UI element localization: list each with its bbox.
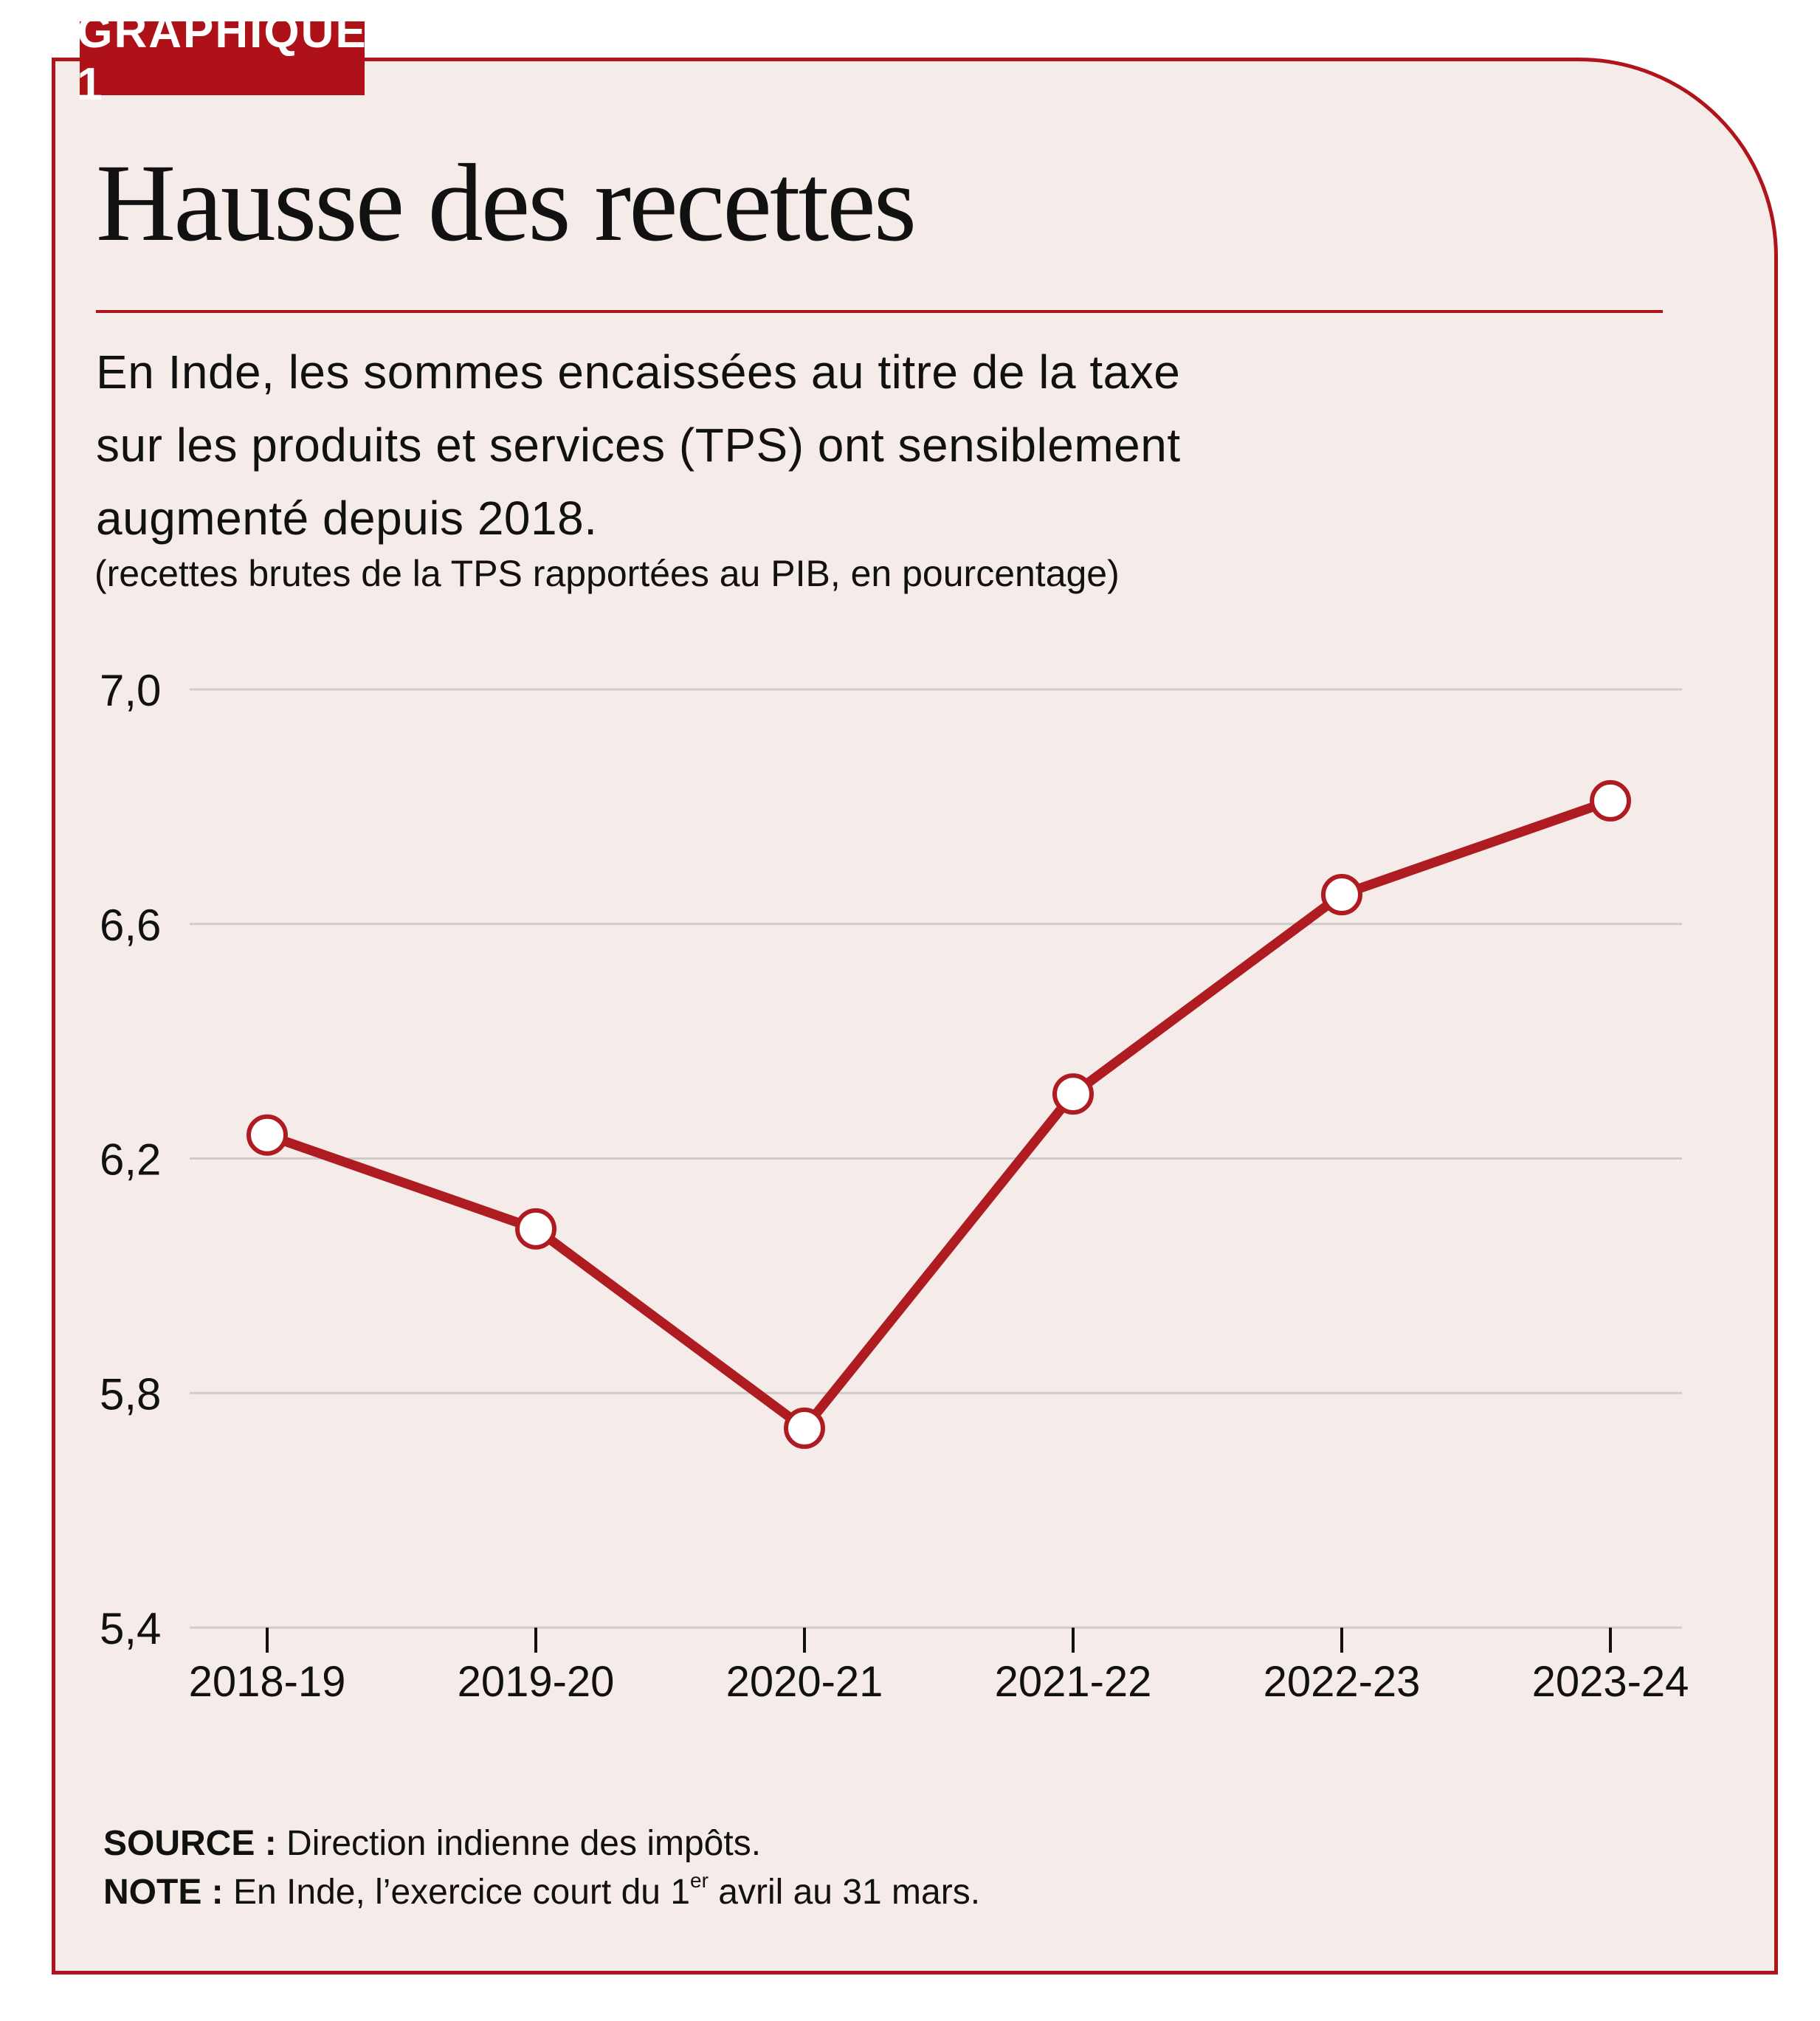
note-text: En Inde, l’exercice court du 1 bbox=[233, 1873, 691, 1912]
x-axis: 2018-19 2019-20 2020-21 2021-22 2022-23 2023-… bbox=[189, 1628, 1689, 1706]
x-tick-label: 2021-22 bbox=[995, 1658, 1152, 1706]
unit-note: (recettes brutes de la TPS rapportées au… bbox=[94, 553, 1120, 594]
data-point-marker bbox=[784, 1407, 825, 1449]
x-tick-label: 2019-20 bbox=[458, 1658, 615, 1706]
data-series bbox=[247, 779, 1631, 1449]
series-line bbox=[265, 796, 1613, 1433]
y-tick-label: 7,0 bbox=[100, 666, 161, 715]
data-point-marker bbox=[515, 1208, 556, 1250]
source-line: SOURCE : Direction indienne des impôts. bbox=[103, 1819, 980, 1868]
note-text-end: avril au 31 mars. bbox=[708, 1873, 981, 1912]
chart-title: Hausse des recettes bbox=[96, 142, 917, 264]
source-label: SOURCE : bbox=[103, 1824, 277, 1863]
note-line: NOTE : En Inde, l’exercice court du 1er … bbox=[103, 1868, 980, 1917]
y-tick-label: 6,6 bbox=[100, 901, 161, 950]
y-tick-label: 5,4 bbox=[100, 1604, 161, 1653]
note-superscript: er bbox=[690, 1869, 709, 1892]
x-tick-label: 2023-24 bbox=[1532, 1658, 1689, 1706]
x-tick-label: 2022-23 bbox=[1264, 1658, 1421, 1706]
data-point-marker bbox=[1590, 779, 1631, 822]
chart-frame bbox=[52, 58, 1778, 1974]
data-point-marker bbox=[1052, 1073, 1094, 1115]
y-tick-label: 6,2 bbox=[100, 1135, 161, 1185]
note-label: NOTE : bbox=[103, 1873, 224, 1912]
data-point-marker bbox=[1321, 874, 1362, 916]
x-tick-label: 2020-21 bbox=[726, 1658, 883, 1706]
y-axis-labels: 5,4 5,8 6,2 6,6 7,0 bbox=[100, 666, 161, 1653]
chart-footer: SOURCE : Direction indienne des impôts. … bbox=[103, 1819, 980, 1917]
subtitle-line: augmenté depuis 2018. bbox=[96, 492, 598, 545]
chart-subtitle: En Inde, les sommes encaissées au titre … bbox=[96, 336, 1498, 555]
subtitle-line: sur les produits et services (TPS) ont s… bbox=[96, 419, 1181, 472]
data-point-marker bbox=[247, 1114, 288, 1156]
gridlines bbox=[190, 688, 1682, 1629]
y-tick-label: 5,8 bbox=[100, 1369, 161, 1419]
subtitle-line: En Inde, les sommes encaissées au titre … bbox=[96, 345, 1181, 399]
title-divider bbox=[96, 310, 1663, 313]
source-text: Direction indienne des impôts. bbox=[286, 1824, 762, 1863]
x-tick-label: 2018-19 bbox=[189, 1658, 346, 1706]
